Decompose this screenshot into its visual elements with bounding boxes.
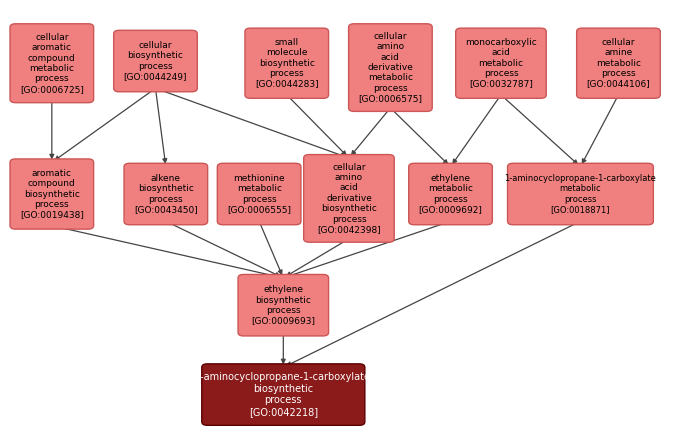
Text: alkene
biosynthetic
process
[GO:0043450]: alkene biosynthetic process [GO:0043450]	[134, 174, 198, 214]
FancyBboxPatch shape	[245, 28, 328, 99]
Text: 1-aminocyclopropane-1-carboxylate
metabolic
process
[GO:0018871]: 1-aminocyclopropane-1-carboxylate metabo…	[504, 174, 656, 214]
Text: methionine
metabolic
process
[GO:0006555]: methionine metabolic process [GO:0006555…	[227, 174, 291, 214]
FancyBboxPatch shape	[456, 28, 546, 99]
FancyBboxPatch shape	[10, 159, 94, 229]
Text: ethylene
metabolic
process
[GO:0009692]: ethylene metabolic process [GO:0009692]	[419, 174, 482, 214]
FancyBboxPatch shape	[202, 364, 365, 426]
FancyBboxPatch shape	[304, 155, 394, 242]
Text: ethylene
biosynthetic
process
[GO:0009693]: ethylene biosynthetic process [GO:000969…	[252, 285, 315, 325]
Text: aromatic
compound
biosynthetic
process
[GO:0019438]: aromatic compound biosynthetic process […	[20, 169, 84, 219]
FancyBboxPatch shape	[409, 163, 492, 225]
Text: cellular
amino
acid
derivative
metabolic
process
[GO:0006575]: cellular amino acid derivative metabolic…	[359, 32, 422, 103]
FancyBboxPatch shape	[348, 24, 433, 112]
FancyBboxPatch shape	[238, 275, 328, 336]
Text: small
molecule
biosynthetic
process
[GO:0044283]: small molecule biosynthetic process [GO:…	[255, 38, 319, 89]
Text: cellular
amine
metabolic
process
[GO:0044106]: cellular amine metabolic process [GO:004…	[587, 38, 650, 89]
Text: cellular
aromatic
compound
metabolic
process
[GO:0006725]: cellular aromatic compound metabolic pro…	[20, 33, 84, 94]
Text: cellular
biosynthetic
process
[GO:0044249]: cellular biosynthetic process [GO:004424…	[124, 41, 187, 81]
FancyBboxPatch shape	[113, 31, 198, 92]
Text: 1-aminocyclopropane-1-carboxylate
biosynthetic
process
[GO:0042218]: 1-aminocyclopropane-1-carboxylate biosyn…	[196, 372, 371, 417]
FancyBboxPatch shape	[507, 163, 654, 225]
Text: monocarboxylic
acid
metabolic
process
[GO:0032787]: monocarboxylic acid metabolic process [G…	[465, 38, 537, 89]
Text: cellular
amino
acid
derivative
biosynthetic
process
[GO:0042398]: cellular amino acid derivative biosynthe…	[317, 163, 381, 234]
FancyBboxPatch shape	[10, 24, 94, 103]
FancyBboxPatch shape	[576, 28, 660, 99]
FancyBboxPatch shape	[217, 163, 301, 225]
FancyBboxPatch shape	[124, 163, 207, 225]
